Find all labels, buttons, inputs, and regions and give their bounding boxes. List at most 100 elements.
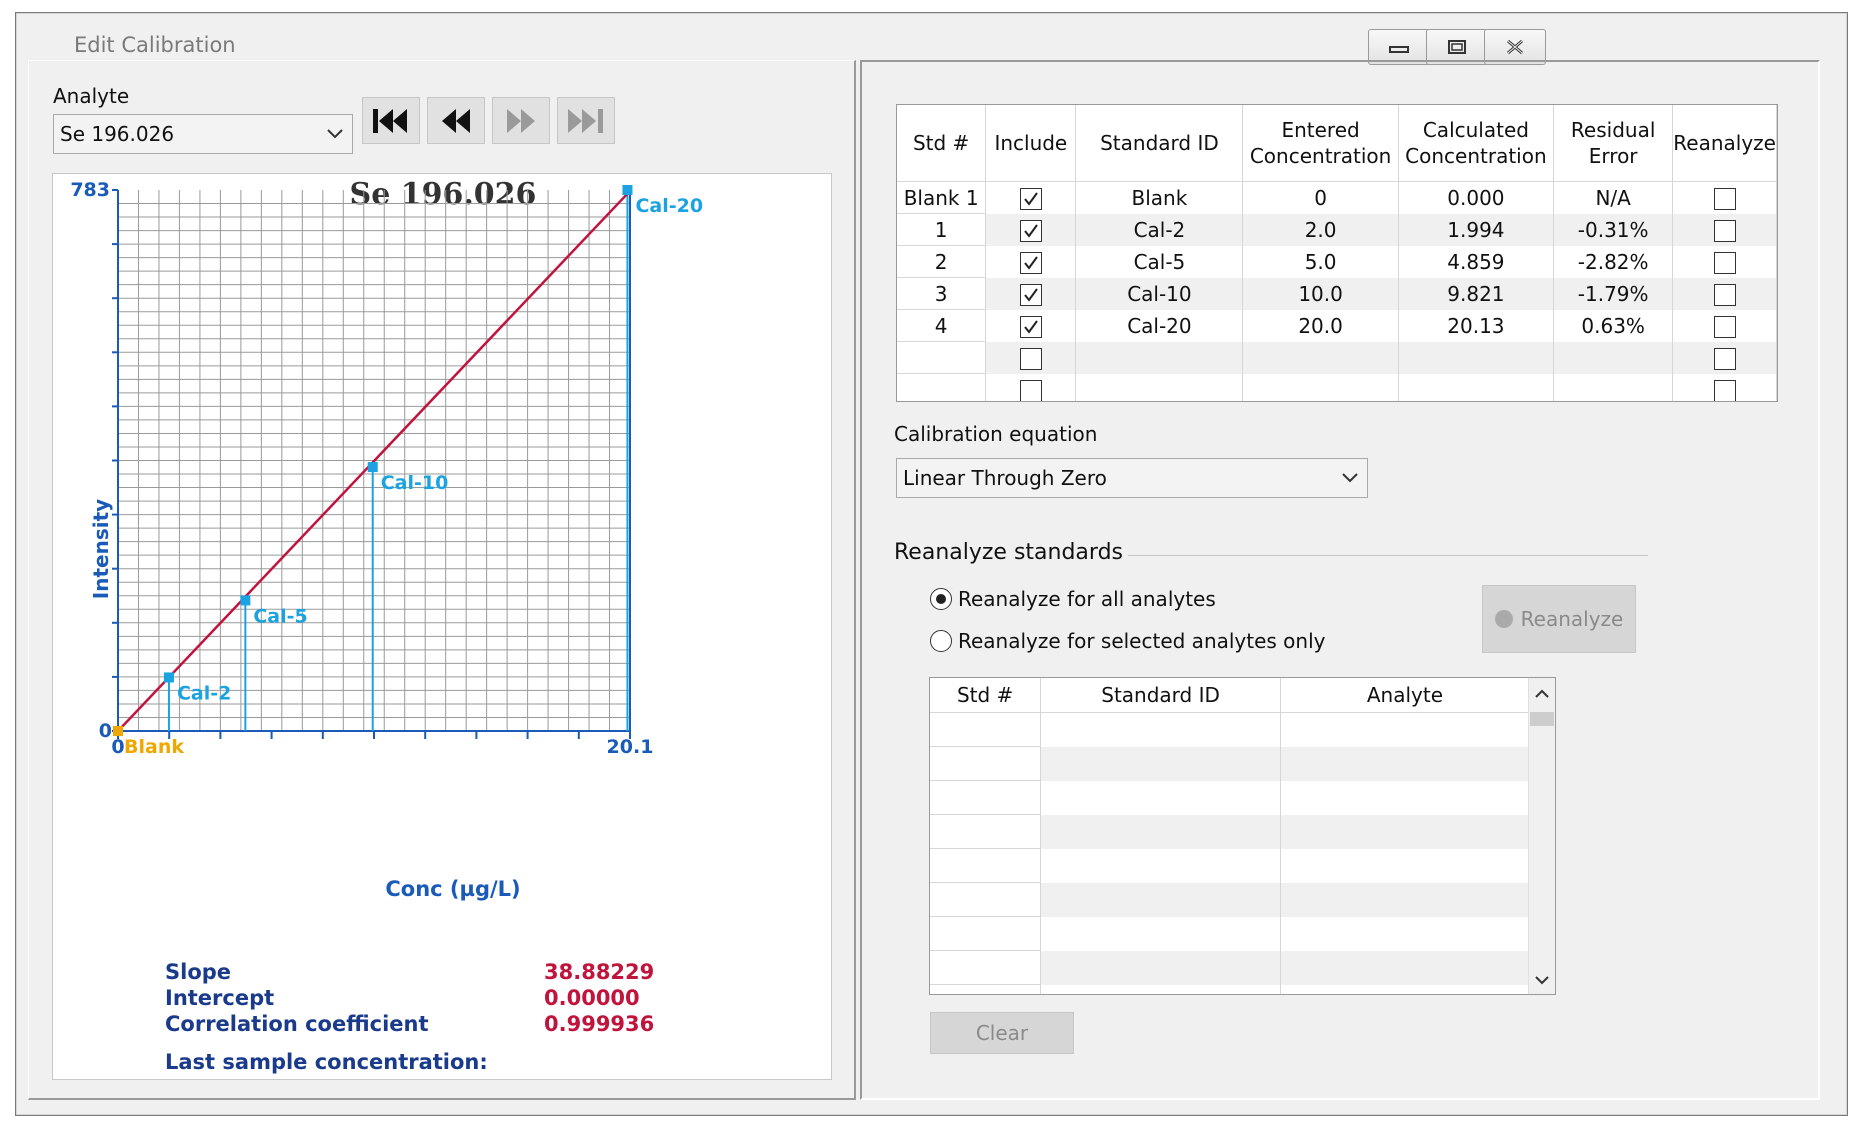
reanalyze-checkbox[interactable] (1713, 347, 1736, 370)
reanalyze-table[interactable]: Std # Standard ID Analyte (929, 677, 1556, 995)
reanalyze-checkbox-cell[interactable] (1672, 245, 1777, 278)
std-table-header[interactable]: Include (985, 105, 1077, 182)
std-table-header[interactable]: Standard ID (1075, 105, 1244, 182)
reanalyze-checkbox-cell[interactable] (1672, 181, 1777, 214)
previous-icon (442, 108, 470, 133)
include-checkbox-cell[interactable] (985, 309, 1077, 342)
reanalyze-table-cell (930, 984, 1042, 994)
last-analyte-button[interactable] (557, 97, 615, 144)
include-checkbox[interactable] (1019, 283, 1042, 306)
std-table-header[interactable]: Reanalyze (1672, 105, 1777, 182)
previous-analyte-button[interactable] (427, 97, 485, 144)
std-table-cell (1553, 341, 1674, 374)
chevron-down-icon[interactable] (1530, 968, 1554, 992)
include-checkbox[interactable] (1019, 379, 1042, 401)
std-table-row[interactable] (897, 373, 1777, 401)
reanalyze-all-label[interactable]: Reanalyze for all analytes (958, 587, 1216, 611)
reanalyze-table-cell (1040, 882, 1281, 917)
reanalyze-table-row[interactable] (930, 712, 1531, 747)
std-table-header[interactable]: Calculated Concentration (1398, 105, 1555, 182)
reanalyze-checkbox[interactable] (1713, 219, 1736, 242)
std-table-header[interactable]: Std # (897, 105, 987, 182)
minimize-icon (1389, 46, 1409, 53)
std-table-row[interactable] (897, 341, 1777, 374)
std-table-cell: 2.0 (1242, 213, 1399, 246)
include-checkbox-cell[interactable] (985, 245, 1077, 278)
chart-grid (118, 190, 630, 731)
include-checkbox-cell[interactable] (985, 341, 1077, 374)
include-checkbox[interactable] (1019, 251, 1042, 274)
reanalyze-selected-radio[interactable] (930, 630, 952, 652)
reanalyze-table-row[interactable] (930, 814, 1531, 849)
reanalyze-table-row[interactable] (930, 780, 1531, 815)
reanalyze-table-cell (1280, 712, 1531, 747)
std-table-row[interactable]: Blank 1 Blank 0 0.000 N/A (897, 181, 1777, 214)
reanalyze-table-header[interactable]: Std # (930, 678, 1042, 713)
reanalyze-table-scrollbar[interactable] (1528, 678, 1555, 994)
close-button[interactable] (1484, 29, 1546, 65)
reanalyze-table-row[interactable] (930, 950, 1531, 985)
std-table-cell (1398, 341, 1555, 374)
scrollbar-thumb[interactable] (1530, 712, 1554, 726)
include-checkbox-cell[interactable] (985, 213, 1077, 246)
next-icon (507, 108, 535, 133)
reanalyze-checkbox-cell[interactable] (1672, 213, 1777, 246)
reanalyze-checkbox[interactable] (1713, 188, 1736, 210)
reanalyze-table-header[interactable]: Analyte (1280, 678, 1531, 713)
std-table-row[interactable]: 1 Cal-2 2.0 1.994 -0.31% (897, 213, 1777, 246)
next-analyte-button[interactable] (492, 97, 550, 144)
reanalyze-table-row[interactable] (930, 848, 1531, 883)
reanalyze-checkbox-cell[interactable] (1672, 309, 1777, 342)
reanalyze-checkbox-cell[interactable] (1672, 373, 1777, 401)
std-table-cell: Cal-2 (1075, 213, 1244, 246)
reanalyze-checkbox[interactable] (1713, 379, 1736, 401)
reanalyze-table-row[interactable] (930, 916, 1531, 951)
std-table-row[interactable]: 2 Cal-5 5.0 4.859 -2.82% (897, 245, 1777, 278)
std-table-header[interactable]: Residual Error (1553, 105, 1674, 182)
reanalyze-table-cell (930, 814, 1042, 849)
reanalyze-checkbox[interactable] (1713, 251, 1736, 274)
reanalyze-table-row[interactable] (930, 984, 1531, 994)
include-checkbox[interactable] (1019, 347, 1042, 370)
analyte-select[interactable]: Se 196.026 (53, 114, 353, 154)
std-table-header[interactable]: Entered Concentration (1242, 105, 1399, 182)
include-checkbox-cell[interactable] (985, 373, 1077, 401)
x-tick-label: 0 (111, 736, 124, 758)
reanalyze-table-cell (1280, 916, 1531, 951)
reanalyze-all-radio[interactable] (930, 588, 952, 610)
std-table-cell: Cal-5 (1075, 245, 1244, 278)
reanalyze-checkbox-cell[interactable] (1672, 341, 1777, 374)
std-table-row[interactable]: 4 Cal-20 20.0 20.13 0.63% (897, 309, 1777, 342)
chart-title: Se 196.026 (350, 177, 537, 212)
include-checkbox-cell[interactable] (985, 181, 1077, 214)
include-checkbox-cell[interactable] (985, 277, 1077, 310)
reanalyze-table-cell (930, 780, 1042, 815)
minimize-button[interactable] (1368, 29, 1430, 65)
include-checkbox[interactable] (1019, 188, 1042, 210)
first-analyte-button[interactable] (362, 97, 420, 144)
std-table-row[interactable]: 3 Cal-10 10.0 9.821 -1.79% (897, 277, 1777, 310)
reanalyze-button[interactable]: Reanalyze (1482, 585, 1636, 653)
include-checkbox[interactable] (1019, 219, 1042, 242)
chevron-up-icon[interactable] (1530, 682, 1554, 706)
correlation-value: 0.999936 (544, 1012, 655, 1036)
reanalyze-checkbox-cell[interactable] (1672, 277, 1777, 310)
reanalyze-table-header[interactable]: Standard ID (1040, 678, 1281, 713)
std-table-cell: Cal-10 (1075, 277, 1244, 310)
include-checkbox[interactable] (1019, 315, 1042, 338)
data-point (113, 726, 123, 736)
calibration-equation-select[interactable]: Linear Through Zero (896, 458, 1368, 498)
right-panel (860, 60, 1820, 1100)
standards-grid: Std # Include Standard ID Entered Concentrat… (897, 105, 1777, 401)
reanalyze-checkbox[interactable] (1713, 283, 1736, 306)
reanalyze-checkbox[interactable] (1713, 315, 1736, 338)
data-point-label: Blank (124, 736, 184, 758)
standards-table[interactable]: Std # Include Standard ID Entered Concentrat… (896, 104, 1778, 402)
reanalyze-table-row[interactable] (930, 882, 1531, 917)
clear-button[interactable]: Clear (930, 1012, 1074, 1054)
x-tick-label: 20.1 (607, 736, 654, 758)
reanalyze-selected-label[interactable]: Reanalyze for selected analytes only (958, 629, 1326, 653)
last-icon (568, 108, 603, 133)
reanalyze-table-row[interactable] (930, 746, 1531, 781)
reanalyze-table-cell (1280, 746, 1531, 781)
